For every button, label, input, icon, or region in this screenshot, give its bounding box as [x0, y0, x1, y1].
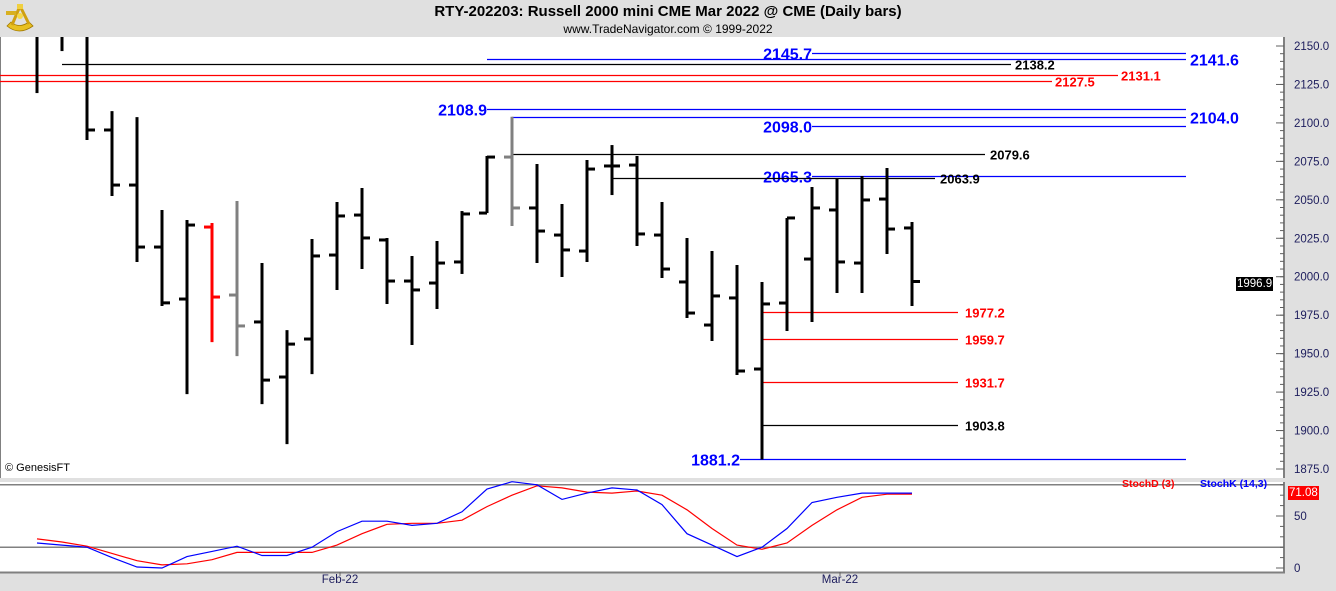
last-stoch-box: 71.08: [1288, 486, 1319, 500]
ohlc-bar: [204, 223, 220, 343]
level-label: 2079.6: [990, 147, 1030, 162]
price-tick-label: 2150.0: [1294, 41, 1329, 53]
price-tick-label: 2000.0: [1294, 272, 1329, 284]
level-label: 2063.9: [940, 171, 980, 186]
ohlc-bar: [579, 159, 595, 262]
price-tick-label: 1925.0: [1294, 387, 1329, 399]
price-panel: [0, 37, 1284, 478]
ohlc-bar: [804, 187, 820, 322]
level-label: 2104.0: [1190, 111, 1239, 128]
level-label: 1977.2: [965, 305, 1005, 320]
stoch-axis: 50 0: [1276, 484, 1307, 575]
ohlc-bar: [104, 111, 120, 196]
date-axis: Feb-22 Mar-22: [322, 572, 858, 586]
level-label: 2131.1: [1121, 68, 1161, 83]
stoch-k-line: [36, 481, 912, 569]
ohlc-bar: [654, 201, 670, 278]
ohlc-bar: [179, 219, 195, 395]
ohlc-bar: [154, 209, 170, 306]
sextant-logo-icon: [3, 2, 35, 39]
price-tick-label: 1900.0: [1294, 426, 1329, 438]
price-tick-label: 1875.0: [1294, 464, 1329, 476]
ohlc-bar: [854, 175, 870, 294]
ohlc-bar: [554, 203, 570, 278]
level-label: 2145.7: [763, 47, 812, 64]
ohlc-bar: [629, 155, 645, 246]
legend-stoch-d: StochD (3): [1122, 478, 1175, 490]
ohlc-bar: [254, 263, 270, 405]
price-tick-label: 2100.0: [1294, 118, 1329, 130]
price-tick-label: 2025.0: [1294, 233, 1329, 245]
price-tick-label: 2075.0: [1294, 156, 1329, 168]
price-tick-label: 1950.0: [1294, 349, 1329, 361]
level-label: 2127.5: [1055, 74, 1095, 89]
last-price-box: 1996.9: [1236, 277, 1274, 291]
date-label: Mar-22: [822, 574, 858, 586]
level-label: 2141.6: [1190, 53, 1239, 70]
ohlc-bar: [379, 237, 395, 304]
ohlc-bar: [904, 221, 920, 306]
ohlc-bar: [529, 163, 545, 264]
level-label: 1959.7: [965, 332, 1005, 347]
price-axis: 2150.0 2125.0 2100.0 2075.0 2050.0 2025.0 2000…: [1276, 41, 1329, 476]
date-label: Feb-22: [322, 574, 358, 586]
price-tick-label: 1975.0: [1294, 310, 1329, 322]
ohlc-bar: [779, 216, 795, 332]
chart-subtitle: www.TradeNavigator.com © 1999-2022: [563, 22, 773, 36]
stoch-tick-label: 50: [1294, 511, 1307, 523]
level-label: 1903.8: [965, 418, 1005, 433]
ohlc-bar: [279, 330, 295, 445]
ohlc-bar: [679, 237, 695, 318]
ohlc-bars: [35, 37, 920, 460]
level-label: 2138.2: [1015, 57, 1055, 72]
ohlc-bar: [429, 241, 445, 310]
price-tick-label: 2125.0: [1294, 79, 1329, 91]
level-label: 2098.0: [763, 120, 812, 137]
ohlc-bar: [504, 116, 520, 226]
ohlc-bar: [329, 201, 345, 290]
level-label: 1931.7: [965, 375, 1005, 390]
stoch-panel: [0, 482, 1284, 572]
ohlc-bar: [754, 281, 770, 460]
ohlc-bar: [729, 265, 745, 376]
ohlc-bar: [829, 177, 845, 294]
ohlc-bar: [704, 251, 720, 342]
ohlc-bar: [479, 155, 495, 215]
support-resistance-levels: 2145.7 2141.6 2138.2 2131.1 2127.5 2108.9 2104…: [0, 47, 1239, 470]
ohlc-bar: [229, 201, 245, 357]
ohlc-bar: [354, 187, 370, 270]
ohlc-bar: [604, 145, 620, 196]
stochastic-indicator: [0, 481, 1284, 569]
ohlc-bar: [404, 255, 420, 346]
stoch-tick-label: 0: [1294, 563, 1300, 575]
ohlc-bar: [454, 211, 470, 274]
legend-stoch-k: StochK (14,3): [1200, 478, 1268, 490]
level-label: 2108.9: [438, 103, 487, 120]
stoch-d-line: [36, 485, 913, 566]
ohlc-bar: [85, 37, 95, 140]
price-tick-label: 2050.0: [1294, 195, 1329, 207]
ohlc-bar: [129, 117, 145, 262]
chart-title: RTY-202203: Russell 2000 mini CME Mar 20…: [434, 3, 902, 20]
copyright-label: © GenesisFT: [5, 462, 70, 474]
ohlc-bar: [304, 239, 320, 375]
level-label: 1881.2: [691, 453, 740, 470]
ohlc-bar: [879, 167, 895, 254]
